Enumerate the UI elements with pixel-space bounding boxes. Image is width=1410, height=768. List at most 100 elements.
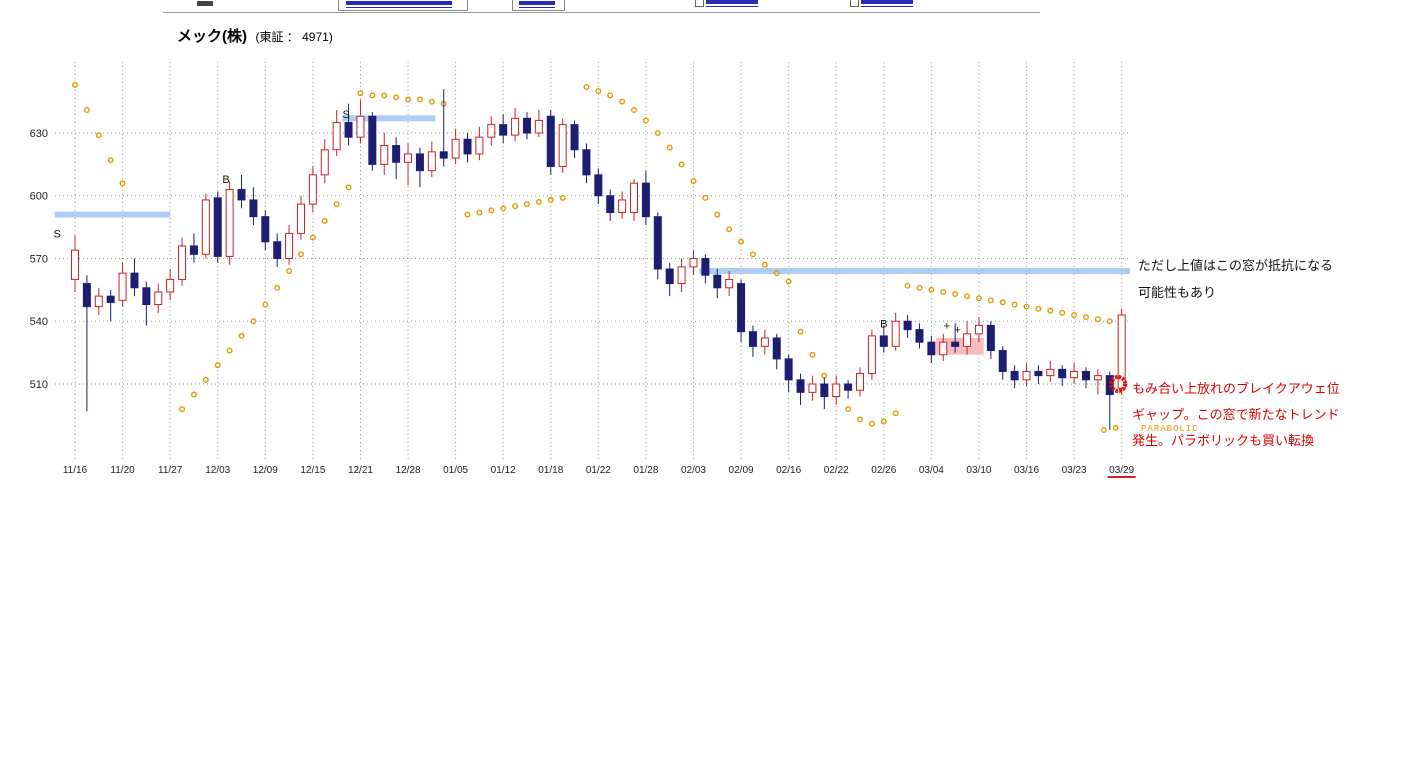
signal-markers: S B S B + + — [53, 109, 960, 336]
candle-body — [891, 320, 900, 347]
candle-body — [582, 149, 591, 176]
candle-body — [344, 122, 353, 138]
svg-text:S: S — [343, 109, 350, 121]
candle-body — [558, 124, 567, 167]
candle-body — [879, 335, 888, 347]
window-band — [54, 211, 171, 218]
svg-text:630: 630 — [30, 128, 48, 140]
svg-text:01/05: 01/05 — [443, 465, 468, 476]
toolbar-button-box[interactable] — [512, 0, 565, 11]
note-resistance-line2: 可能性もあり — [1138, 285, 1217, 300]
svg-text:B: B — [222, 174, 229, 186]
toolbar-link-icon[interactable] — [346, 1, 452, 8]
candle-body — [189, 245, 198, 255]
candle-body — [998, 350, 1007, 372]
candle-body — [1093, 375, 1102, 381]
svg-text:01/18: 01/18 — [538, 465, 563, 476]
candle-body — [285, 232, 294, 259]
candle-body — [178, 245, 187, 280]
candle-body — [748, 331, 757, 347]
candle-body — [249, 199, 258, 218]
candle-body — [570, 124, 579, 151]
grid — [55, 62, 1130, 462]
candle-body — [677, 266, 686, 285]
toolbar-input-box[interactable] — [338, 0, 468, 11]
svg-text:+: + — [954, 325, 960, 337]
candlestick-chart: 630 600 570 540 510 11/16 11/20 11/27 12/03 12/09… — [30, 62, 1136, 478]
candle-body — [308, 174, 317, 205]
candle-body — [225, 188, 234, 257]
candle-body — [963, 333, 972, 347]
parabolic-sar-dots — [71, 81, 1125, 434]
svg-text:570: 570 — [30, 253, 48, 265]
candle-body — [332, 122, 341, 151]
candle-body — [713, 274, 722, 289]
candle-body — [1034, 370, 1043, 377]
window-band — [699, 268, 1130, 275]
svg-text:+: + — [944, 320, 950, 332]
candle-body — [951, 341, 960, 347]
candle-body — [856, 373, 865, 391]
svg-text:S: S — [53, 228, 60, 240]
toolbar-checkbox[interactable] — [695, 0, 704, 7]
svg-text:02/16: 02/16 — [776, 465, 801, 476]
candle-body — [522, 117, 531, 134]
svg-text:540: 540 — [30, 316, 48, 328]
note-breakout-line2: ギャップ。この窓で新たなトレンド — [1132, 407, 1340, 422]
svg-text:03/23: 03/23 — [1062, 465, 1087, 476]
toolbar-link-icon[interactable] — [519, 1, 555, 8]
toolbar-link-icon[interactable] — [861, 0, 913, 7]
candle-body — [1046, 368, 1055, 377]
candle-body — [368, 115, 377, 165]
candle-body — [106, 295, 115, 303]
candle-body — [832, 383, 841, 398]
parabolic-label: PARABOLIC — [1141, 424, 1199, 434]
candle-body — [511, 117, 520, 136]
candle-body — [296, 203, 305, 234]
toolbar-checkbox[interactable] — [850, 0, 859, 7]
candle-body — [94, 295, 103, 308]
svg-text:12/15: 12/15 — [300, 465, 325, 476]
candle-body — [903, 320, 912, 331]
candle-body — [154, 291, 163, 306]
candle-body — [1070, 370, 1079, 379]
candle-body — [915, 329, 924, 343]
toolbar-fragment-text — [197, 1, 213, 6]
window-band — [342, 115, 436, 122]
svg-text:12/28: 12/28 — [396, 465, 421, 476]
gap-highlight-box — [936, 337, 984, 355]
candle-body — [404, 153, 413, 163]
toolbar-divider — [163, 12, 1040, 13]
candle-body — [1058, 368, 1067, 379]
candle-body — [1022, 370, 1031, 381]
candle-body — [487, 124, 496, 138]
note-resistance-line1: ただし上値はこの窓が抵抗になる — [1138, 258, 1334, 273]
candle-body — [1081, 370, 1090, 381]
candle-body — [606, 195, 615, 213]
svg-text:11/16: 11/16 — [63, 465, 88, 476]
candle-body — [808, 383, 817, 393]
candle-body — [392, 145, 401, 163]
svg-text:01/12: 01/12 — [491, 465, 516, 476]
candle-body — [463, 138, 472, 155]
candles-layer — [71, 89, 1126, 431]
candle-body — [261, 216, 270, 243]
candle-body — [784, 358, 793, 381]
svg-text:03/10: 03/10 — [966, 465, 991, 476]
svg-text:11/20: 11/20 — [110, 465, 135, 476]
candle-body — [772, 337, 781, 360]
svg-text:B: B — [880, 318, 887, 330]
svg-text:12/09: 12/09 — [253, 465, 278, 476]
toolbar-link-icon[interactable] — [706, 0, 758, 7]
candle-body — [820, 383, 829, 398]
candle-body — [356, 115, 365, 138]
candle-body — [594, 174, 603, 197]
candle-body — [927, 341, 936, 356]
candle-body — [796, 379, 805, 393]
svg-text:02/09: 02/09 — [729, 465, 754, 476]
candle-body — [427, 151, 436, 172]
candle-body — [166, 278, 175, 293]
candle-body — [201, 199, 210, 255]
svg-text:12/03: 12/03 — [205, 465, 230, 476]
